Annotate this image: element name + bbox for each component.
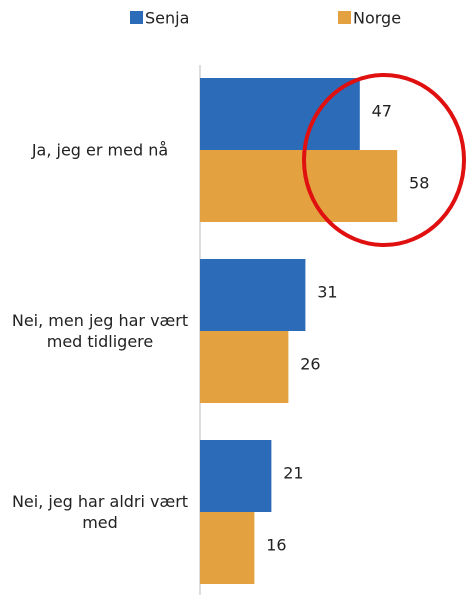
bar	[200, 331, 289, 403]
legend-label: Norge	[353, 9, 401, 28]
category-label: Nei, jeg har aldri vært med	[11, 492, 189, 532]
legend-label: Senja	[145, 9, 189, 28]
value-label: 31	[317, 283, 337, 302]
bar	[200, 259, 306, 331]
value-label: 21	[283, 464, 303, 483]
bar	[200, 150, 398, 222]
bar	[200, 440, 272, 512]
bar	[200, 78, 360, 150]
legend-swatch	[338, 11, 351, 24]
value-label: 16	[266, 536, 286, 555]
value-label: 47	[372, 102, 392, 121]
value-label: 58	[409, 174, 429, 193]
value-label: 26	[300, 355, 320, 374]
category-label: Ja, jeg er med nå	[31, 140, 169, 160]
bar	[200, 512, 255, 584]
legend-swatch	[130, 11, 143, 24]
category-label: Nei, men jeg har vært med tidligere	[11, 311, 189, 351]
